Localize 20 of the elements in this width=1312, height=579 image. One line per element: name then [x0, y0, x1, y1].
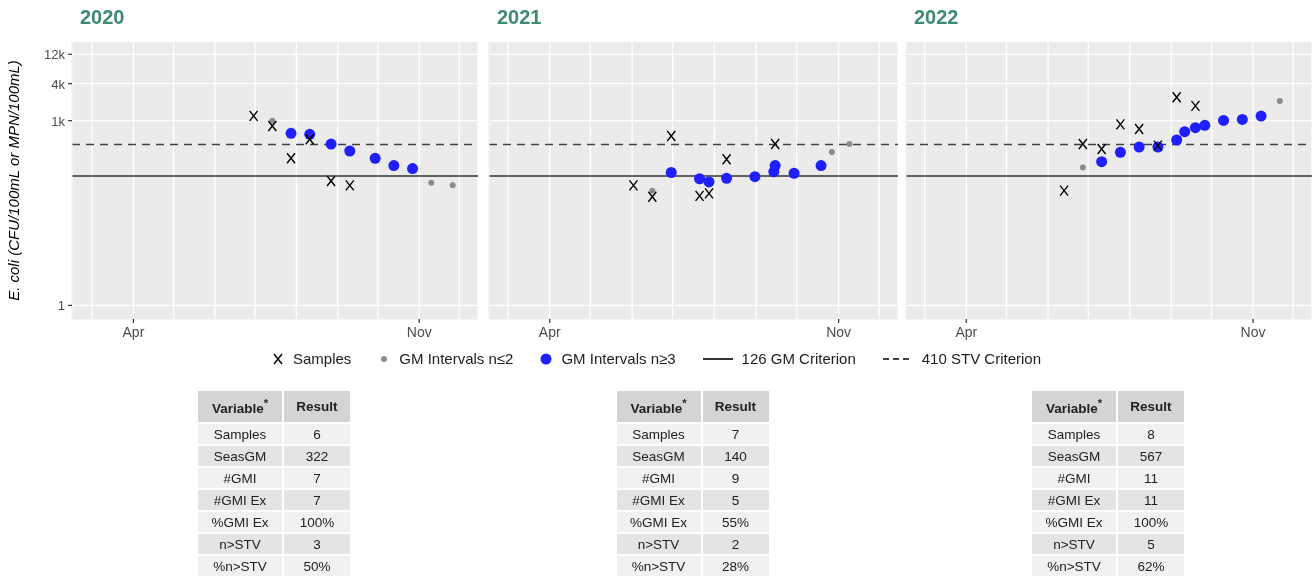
- x-tick-label: Apr: [955, 324, 978, 340]
- x-tick-label: Apr: [538, 324, 561, 340]
- legend-label: 410 STV Criterion: [921, 350, 1041, 367]
- y-tick-label: 4k: [51, 76, 66, 92]
- x-tick-label: Nov: [1240, 324, 1266, 340]
- x-tick-label: Nov: [406, 324, 432, 340]
- y-tick-label: 1k: [51, 113, 66, 129]
- y-tick-label: 12k: [44, 47, 66, 63]
- x-tick-label: Nov: [826, 324, 852, 340]
- legend-label: Samples: [292, 350, 352, 367]
- y-axis-title: E. coli (CFU/100mL or MPN/100mL): [5, 60, 23, 301]
- chart-title: 2020: [80, 6, 125, 29]
- y-tick-label: 1: [57, 298, 65, 314]
- chart-title: 2021: [497, 6, 542, 29]
- x-tick-label: Apr: [122, 324, 145, 340]
- chart-title: 2022: [914, 6, 959, 29]
- legend-label: GM Intervals n≥3: [561, 350, 676, 367]
- legend-label: 126 GM Criterion: [741, 350, 856, 367]
- legend-label: GM Intervals n≤2: [399, 350, 514, 367]
- summary-table: Variable$^{*}$ Result Samples 7 SeasGM 140 #GMI 9 #GMI Ex 5 %GMI Ex 55% n>STV 2 %n>STV 28%: [614, 389, 771, 578]
